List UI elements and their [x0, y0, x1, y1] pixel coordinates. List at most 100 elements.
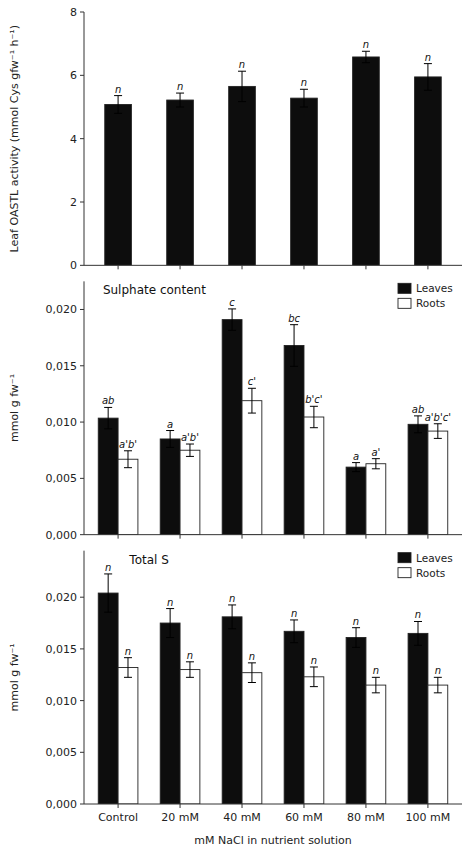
y-tick-label: 0,015 — [46, 360, 78, 373]
x-tick — [303, 804, 304, 808]
error-cap — [104, 428, 112, 429]
x-tick — [118, 804, 119, 808]
x-tick — [118, 265, 119, 269]
bar — [242, 673, 262, 804]
error-bar — [414, 621, 422, 645]
significance-letter: n — [311, 655, 317, 666]
x-tick-label: 40 mM — [223, 811, 261, 824]
error-bar — [228, 309, 236, 330]
error-cap — [104, 612, 112, 613]
y-tick-label: 8 — [70, 6, 77, 19]
y-tick-label: 0,010 — [46, 695, 78, 708]
error-cap — [166, 608, 174, 609]
error-cap — [362, 51, 370, 52]
bar — [167, 100, 194, 265]
y-tick-label: 0,015 — [46, 643, 78, 656]
y-tick-label: 0,000 — [46, 529, 78, 542]
x-tick — [427, 265, 428, 269]
error-line — [375, 677, 376, 693]
y-tick-label: 0,020 — [46, 303, 78, 316]
bar — [98, 593, 118, 804]
legend-swatch — [398, 298, 411, 308]
x-tick — [365, 265, 366, 269]
error-cap — [424, 90, 432, 91]
y-tick-label: 2 — [70, 196, 77, 209]
error-bar — [310, 667, 318, 687]
error-cap — [238, 71, 246, 72]
significance-letter: c — [229, 297, 235, 308]
x-axis-line — [84, 534, 462, 535]
error-line — [365, 51, 366, 62]
bar — [98, 418, 118, 535]
error-cap — [352, 462, 360, 463]
y-tick — [80, 534, 84, 535]
y-tick — [80, 648, 84, 649]
significance-letter: a — [167, 419, 173, 430]
error-cap — [310, 427, 318, 428]
error-cap — [166, 637, 174, 638]
error-cap — [228, 308, 236, 309]
error-bar — [352, 463, 360, 472]
x-tick — [118, 535, 119, 539]
error-cap — [434, 423, 442, 424]
marks — [98, 309, 447, 535]
y-tick — [80, 202, 84, 203]
significance-letter: n — [229, 593, 235, 604]
y-tick — [80, 265, 84, 266]
chart: nnnnnn02468Leaf OASTL activity (mmol Cys… — [0, 0, 474, 860]
error-line — [108, 407, 109, 428]
error-bar — [186, 444, 194, 456]
y-tick-label: 4 — [70, 133, 77, 146]
bar — [118, 668, 138, 804]
error-cap — [310, 666, 318, 667]
error-cap — [414, 415, 422, 416]
error-cap — [186, 661, 194, 662]
significance-letter: n — [105, 562, 111, 573]
error-cap — [372, 692, 380, 693]
bar — [284, 346, 304, 535]
bar — [222, 320, 242, 535]
x-tick — [242, 265, 243, 269]
error-line — [170, 609, 171, 638]
y-tick — [80, 12, 84, 13]
panel-title: Total S — [128, 553, 168, 567]
error-cap — [228, 604, 236, 605]
y-axis-label: Leaf OASTL activity (mmol Cys gfw⁻¹ h⁻¹) — [8, 25, 21, 252]
bar — [428, 431, 448, 535]
bar — [408, 424, 428, 534]
y-tick — [80, 700, 84, 701]
significance-letter: bc — [288, 313, 300, 324]
significance-letter: n — [167, 597, 173, 608]
panel-title: Sulphate content — [103, 283, 206, 297]
y-tick — [80, 309, 84, 310]
significance-letter: b'c' — [305, 394, 322, 405]
error-bar — [248, 663, 256, 683]
error-cap — [352, 647, 360, 648]
bar — [346, 467, 366, 535]
error-cap — [414, 432, 422, 433]
error-cap — [290, 642, 298, 643]
error-cap — [124, 657, 132, 658]
significance-letter: c' — [248, 376, 256, 387]
error-line — [294, 325, 295, 367]
error-cap — [228, 628, 236, 629]
y-tick — [80, 138, 84, 139]
error-cap — [114, 113, 122, 114]
error-bar — [290, 620, 298, 643]
x-tick-label: 60 mM — [285, 811, 323, 824]
error-cap — [290, 366, 298, 367]
bar — [366, 685, 386, 804]
y-tick-label: 0 — [70, 259, 77, 272]
axes: 02468Leaf OASTL activity (mmol Cys gfw⁻¹… — [8, 6, 462, 272]
error-line — [437, 677, 438, 693]
y-axis-line — [84, 551, 85, 804]
significance-letter: n — [239, 59, 245, 70]
error-cap — [248, 413, 256, 414]
significance-letter: n — [301, 77, 307, 88]
error-line — [313, 667, 314, 687]
x-tick-label: Control — [98, 811, 138, 824]
error-bar — [414, 416, 422, 433]
error-bar — [310, 406, 318, 427]
error-cap — [372, 458, 380, 459]
error-bar — [290, 325, 298, 367]
